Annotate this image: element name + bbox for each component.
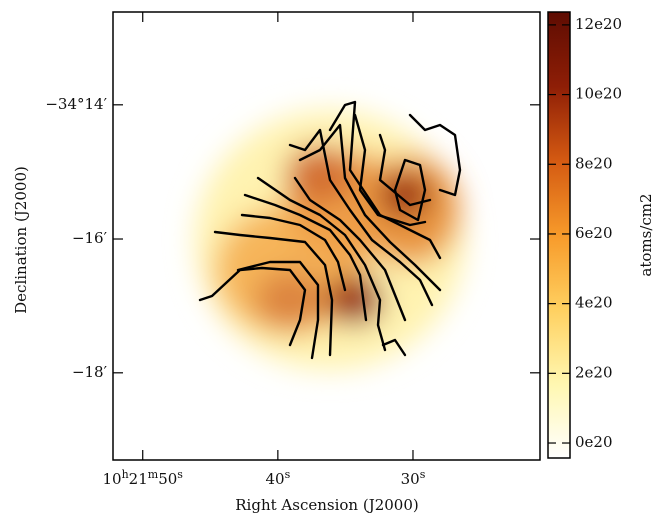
y-tick-label: −18′ [72,363,108,381]
colorbar-tick-label: 10e20 [575,85,622,103]
y-tick-label: −34°14′ [45,95,107,113]
colorbar-tick-label: 8e20 [575,154,613,172]
colorbar-tick-label: 6e20 [575,224,613,242]
colorbar-tick-label: 2e20 [575,363,613,381]
velocity-contours [198,100,462,360]
x-tick-label: 40s [265,468,290,488]
y-tick-label: −16′ [72,229,108,247]
plot-frame [112,11,541,461]
x-axis-label: Right Ascension (J2000) [235,496,418,514]
colorbar-tick-label: 0e20 [575,433,613,451]
emission-map [195,110,465,370]
colorbar [548,12,570,458]
colorbar-frame [547,11,571,459]
x-tick-label: 30s [401,468,426,488]
colorbar-tick-label: 4e20 [575,294,613,312]
y-axis-label: Declination (J2000) [12,166,30,314]
colorbar-tick-label: 12e20 [575,15,622,33]
x-tick-label: 10h21m50s [102,468,183,488]
colorbar-label: atoms/cm2 [637,193,655,276]
